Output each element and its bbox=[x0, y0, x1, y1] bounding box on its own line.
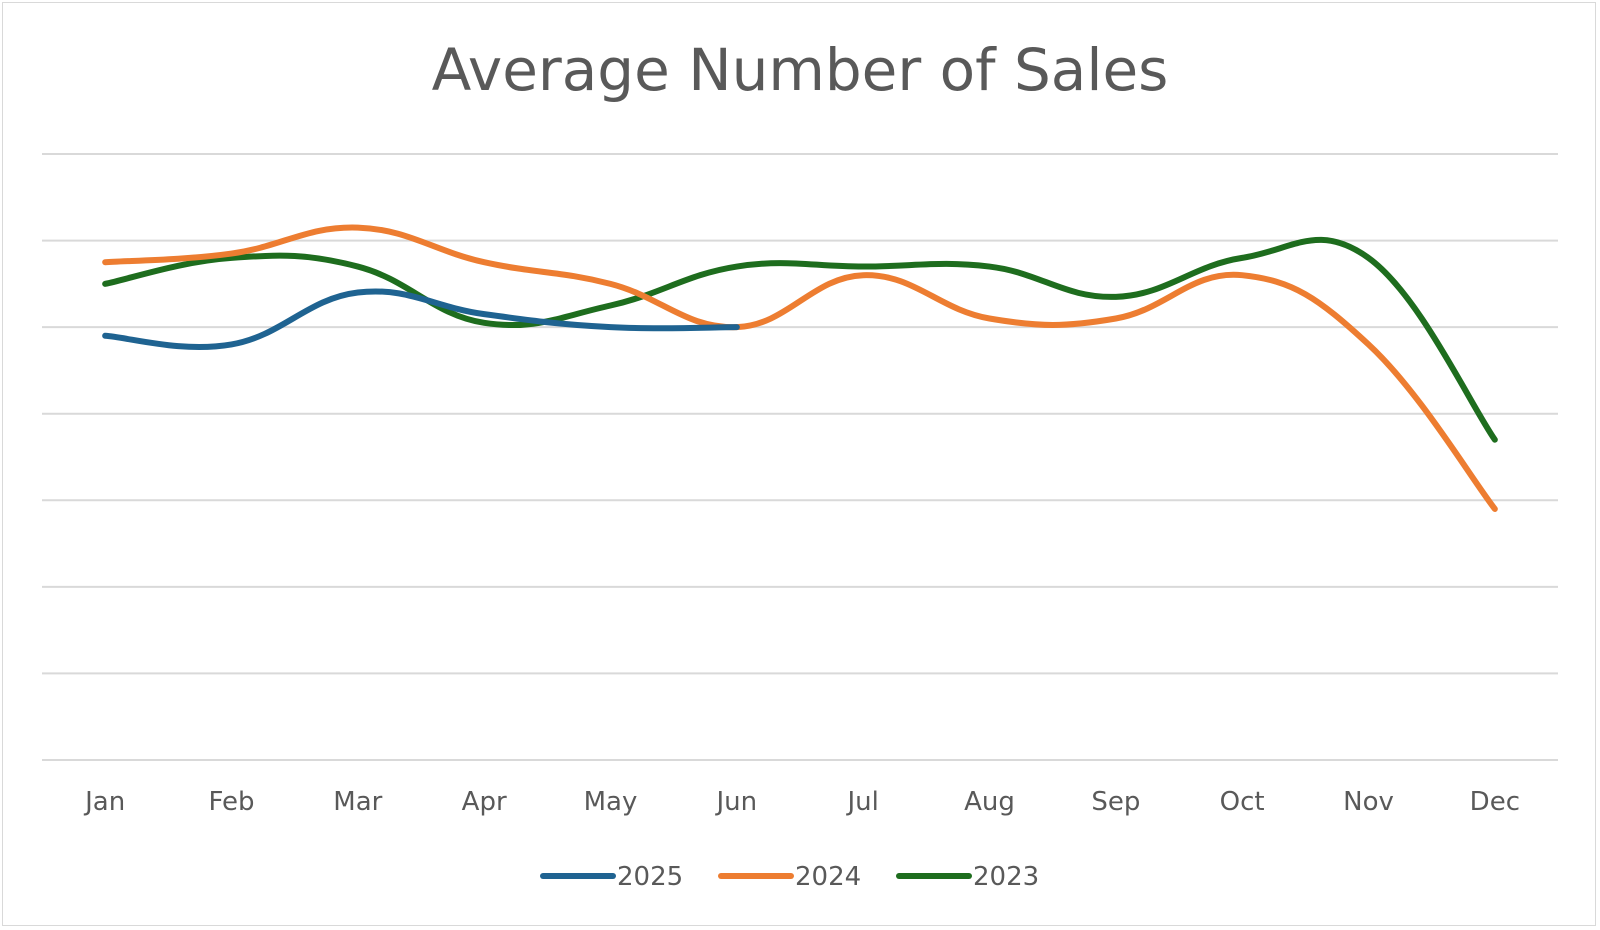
series-lines bbox=[102, 224, 1498, 512]
x-tick-label: Jun bbox=[715, 787, 758, 817]
x-tick-label: Aug bbox=[964, 787, 1015, 817]
x-tick-label: Jan bbox=[83, 787, 125, 817]
x-tick-label: Mar bbox=[333, 787, 382, 817]
series-line-2024 bbox=[102, 224, 1498, 512]
x-tick-label: Oct bbox=[1220, 787, 1265, 817]
x-tick-label: Jul bbox=[845, 787, 878, 817]
series-line-2023 bbox=[102, 236, 1498, 443]
legend-label-2025: 2025 bbox=[617, 862, 683, 892]
legend-label-2024: 2024 bbox=[795, 862, 861, 892]
legend-label-2023: 2023 bbox=[973, 862, 1039, 892]
chart-title: Average Number of Sales bbox=[432, 36, 1169, 104]
series-line-2025 bbox=[102, 288, 740, 350]
x-tick-label: Dec bbox=[1470, 787, 1520, 817]
x-axis-tick-labels: Jan Feb Mar Apr May Jun Jul Aug Sep Oct Nov Dec bbox=[83, 787, 1520, 817]
x-tick-label: Apr bbox=[462, 787, 507, 817]
x-tick-label: Nov bbox=[1343, 787, 1394, 817]
x-tick-label: Sep bbox=[1091, 787, 1140, 817]
x-tick-label: Feb bbox=[208, 787, 254, 817]
x-tick-label: May bbox=[584, 787, 638, 817]
legend: 2025 2024 2023 bbox=[540, 862, 1039, 892]
